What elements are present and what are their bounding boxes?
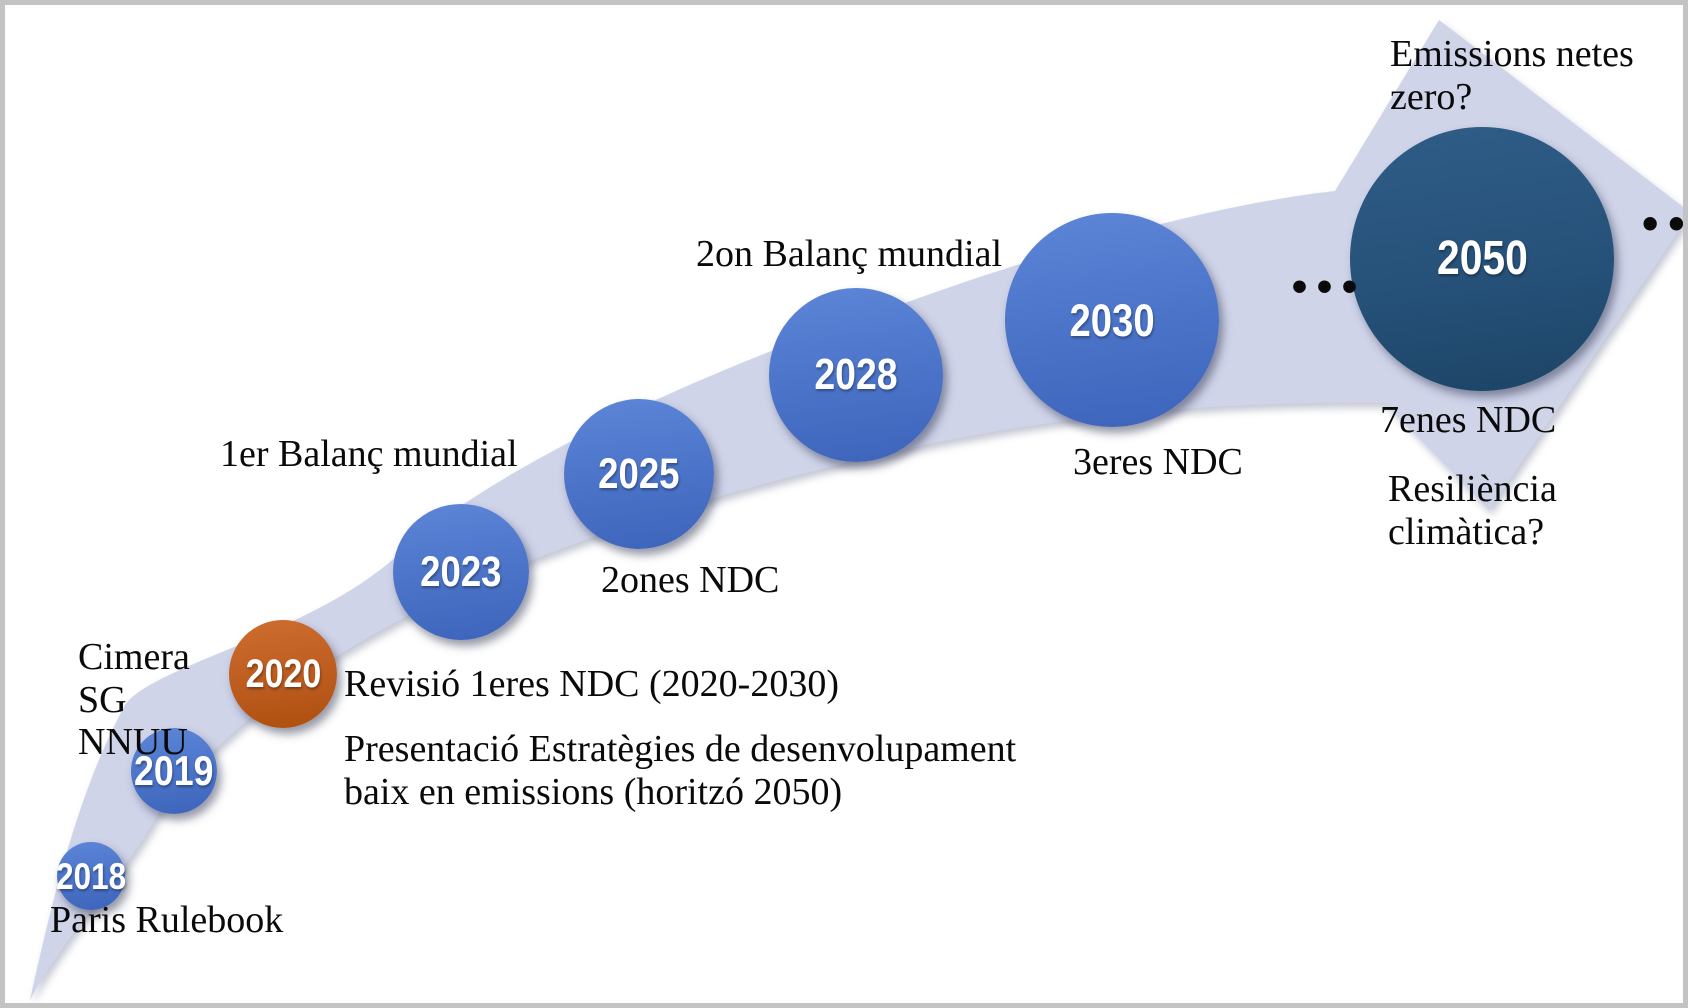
label-7enes-ndc: 7enes NDC: [1380, 399, 1557, 441]
label-3eres-ndc: 3eres NDC: [1073, 441, 1243, 483]
milestone-year-2020: 2020: [245, 652, 321, 696]
milestone-circle-2028: 2028: [769, 288, 943, 462]
label-resiliencia-climatica: Resiliència climàtica?: [1388, 468, 1557, 553]
arrow-band-shape: [30, 20, 1683, 1000]
milestone-year-2018: 2018: [56, 855, 126, 897]
label-2on-balanc-mundial: 2on Balanç mundial: [696, 233, 1003, 275]
label-emissions-netes-zero: Emissions netes zero?: [1390, 33, 1634, 118]
label-1er-balanc-mundial: 1er Balanç mundial: [220, 433, 518, 475]
label-revisio-1eres-ndc: Revisió 1eres NDC (2020-2030): [344, 663, 839, 705]
milestone-circle-2023: 2023: [393, 504, 529, 640]
milestone-year-2030: 2030: [1069, 294, 1155, 346]
milestone-circle-2050: 2050: [1350, 127, 1614, 391]
milestone-circle-2025: 2025: [564, 399, 714, 549]
milestone-circle-2019: 2019: [131, 728, 217, 814]
milestone-circle-2018: 2018: [56, 842, 126, 910]
milestone-circle-2030: 2030: [1005, 213, 1219, 427]
milestone-circle-2020: 2020: [229, 620, 337, 728]
milestone-year-2025: 2025: [598, 449, 680, 498]
milestone-year-2050: 2050: [1436, 232, 1528, 285]
label-2ones-ndc: 2ones NDC: [601, 559, 780, 601]
milestone-year-2028: 2028: [814, 350, 898, 399]
label-paris-rulebook: Paris Rulebook: [50, 899, 284, 941]
label-cimera-sg-nnuu: Cimera SG NNUU: [78, 636, 190, 764]
timeline-arrow: [30, 20, 1683, 1000]
milestone-year-2019: 2019: [134, 747, 214, 794]
label-presentacio-estrategies: Presentació Estratègies de desenvolupame…: [344, 728, 1017, 813]
milestone-year-2023: 2023: [420, 547, 502, 596]
ellipsis-right-icon: •••: [1638, 203, 1688, 247]
ellipsis-mid-icon: •••: [1288, 268, 1364, 309]
